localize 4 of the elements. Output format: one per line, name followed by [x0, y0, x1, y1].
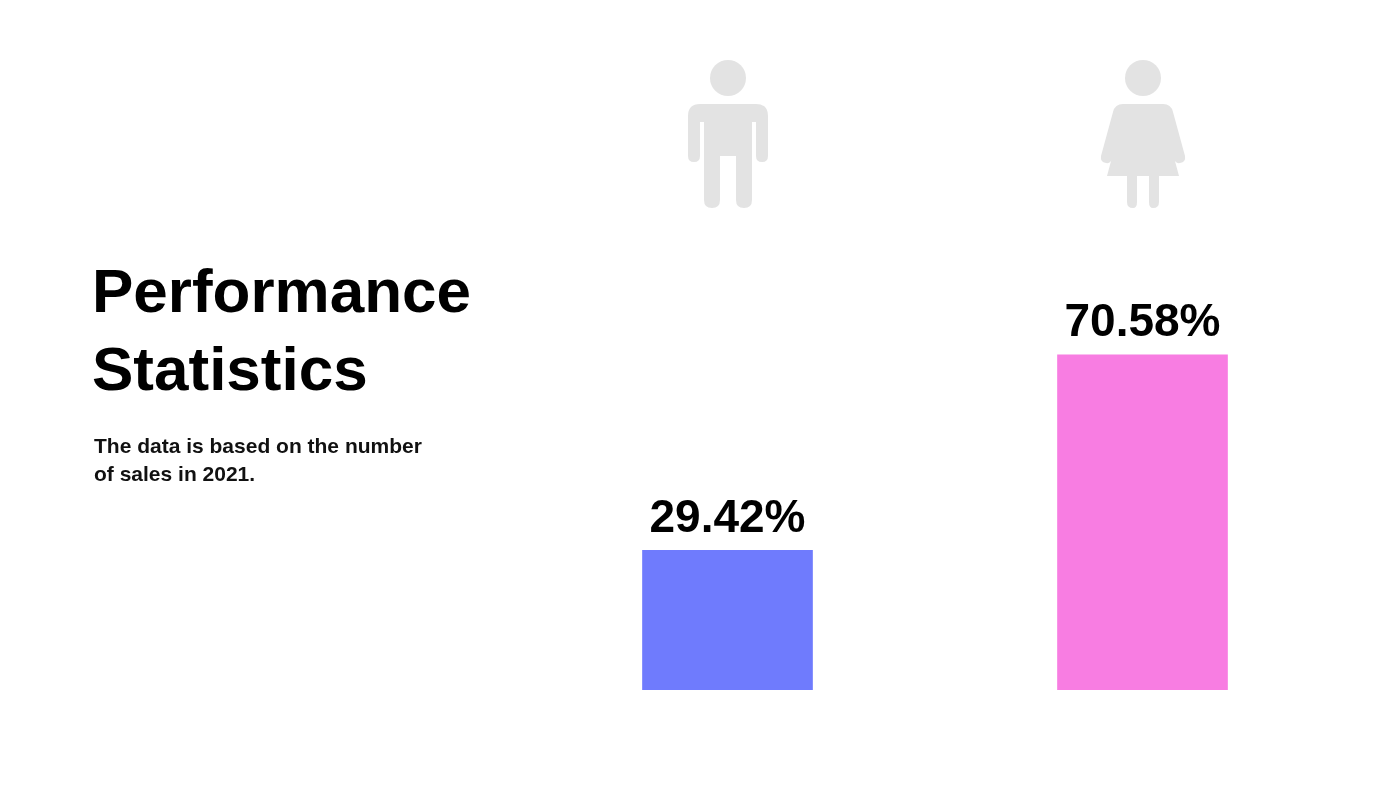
data-label: 29.42% — [649, 489, 806, 542]
data-label: 70.58% — [1064, 294, 1221, 347]
text: The data is based on the number of sales in 2021. — [94, 433, 423, 487]
chart-title: Performance Statistics — [92, 255, 473, 405]
